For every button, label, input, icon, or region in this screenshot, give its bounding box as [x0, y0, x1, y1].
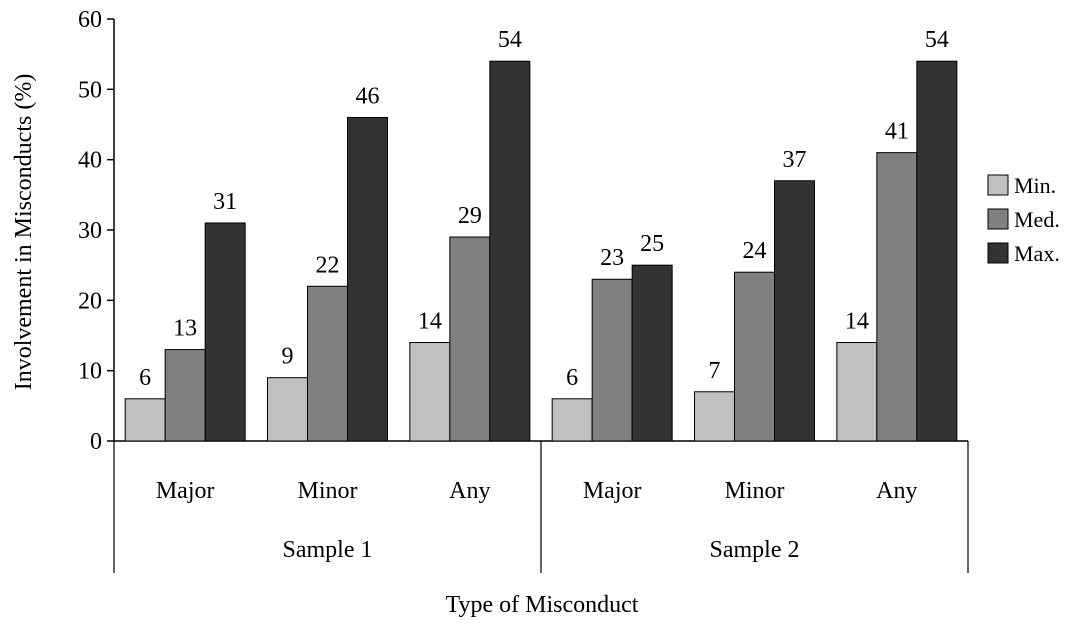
bar [410, 343, 450, 441]
data-label: 23 [600, 245, 624, 271]
data-label: 54 [925, 27, 949, 53]
bar [450, 237, 490, 441]
data-label: 13 [173, 316, 197, 342]
data-label: 54 [498, 27, 522, 53]
bar [348, 117, 388, 441]
bar [695, 392, 735, 441]
bar [165, 350, 205, 441]
bar [268, 378, 308, 441]
data-label: 7 [709, 358, 721, 384]
bar [877, 153, 917, 441]
legend-swatch [988, 175, 1008, 195]
y-tick-label: 40 [78, 148, 102, 174]
bar [490, 61, 530, 441]
bar [308, 286, 348, 441]
legend: Min. Med. Max. [988, 173, 1060, 266]
x-group-label: Sample 1 [283, 537, 373, 563]
data-label: 6 [139, 365, 151, 391]
data-label: 31 [213, 189, 237, 215]
data-label: 46 [356, 83, 380, 109]
data-label: 24 [743, 238, 767, 264]
data-label: 37 [783, 147, 807, 173]
y-tick-label: 30 [78, 218, 102, 244]
data-label: 25 [640, 231, 664, 257]
bar [837, 343, 877, 441]
y-axis-title: Involvement in Misconducts (%) [11, 74, 37, 391]
legend-swatch [988, 209, 1008, 229]
bar [125, 399, 165, 441]
data-label: 41 [885, 119, 909, 145]
bar [592, 279, 632, 441]
bar [917, 61, 957, 441]
y-tick-label: 10 [78, 359, 102, 385]
bar [735, 272, 775, 441]
y-tick-label: 0 [90, 429, 102, 455]
x-category-label: Any [876, 478, 917, 504]
data-label: 22 [316, 252, 340, 278]
data-labels: 6 13 31 9 22 46 14 29 54 6 23 25 7 24 37 14 41 54 [139, 27, 949, 391]
x-axis-title: Type of Misconduct [446, 592, 639, 618]
legend-label: Med. [1014, 207, 1060, 232]
bar [552, 399, 592, 441]
x-category-label: Minor [298, 478, 358, 504]
x-category-label: Minor [725, 478, 785, 504]
y-tick-label: 20 [78, 288, 102, 314]
x-category-label: Any [449, 478, 490, 504]
x-category-label: Major [583, 478, 642, 504]
x-category-label: Major [156, 478, 215, 504]
y-tick-label: 50 [78, 77, 102, 103]
legend-label: Min. [1014, 173, 1056, 198]
bars [125, 61, 957, 441]
data-label: 14 [845, 309, 869, 335]
data-label: 6 [566, 365, 578, 391]
legend-label: Max. [1014, 241, 1060, 266]
y-tick-label: 60 [78, 7, 102, 33]
data-label: 9 [282, 344, 294, 370]
bar [775, 181, 815, 441]
data-label: 29 [458, 203, 482, 229]
bar [205, 223, 245, 441]
x-group-label: Sample 2 [710, 537, 800, 563]
bar [632, 265, 672, 441]
data-label: 14 [418, 309, 442, 335]
legend-swatch [988, 243, 1008, 263]
